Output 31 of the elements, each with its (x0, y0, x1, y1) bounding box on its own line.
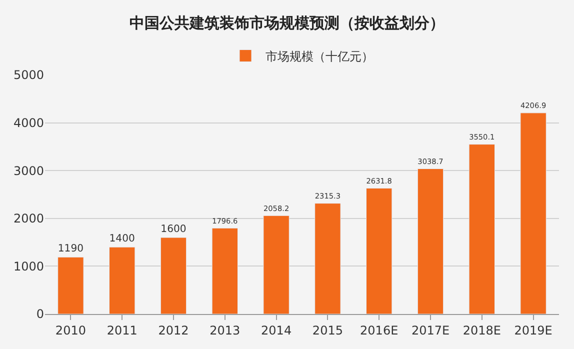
y-tick-label: 5000 (13, 68, 44, 82)
bar (160, 237, 187, 314)
data-label: 1400 (109, 234, 135, 245)
data-label: 1190 (58, 244, 84, 255)
y-tick-label: 1000 (13, 259, 44, 274)
bar (468, 144, 495, 314)
bar (366, 188, 392, 314)
y-tick-label: 2000 (13, 212, 44, 226)
bar (58, 256, 84, 314)
chart-title: 中国公共建筑装饰市场规模预测（按收益划分） (130, 14, 444, 32)
bar (212, 228, 238, 314)
x-tick-label: 2019E (514, 323, 552, 338)
y-tick-label: 0 (36, 307, 44, 322)
x-tick-label: 2017E (411, 323, 450, 338)
bar (520, 112, 546, 314)
bar (314, 203, 341, 314)
data-label: 1600 (160, 224, 186, 235)
bar (109, 246, 136, 314)
bar (417, 168, 444, 314)
x-tick-label: 2018E (462, 323, 501, 338)
bar (263, 215, 290, 314)
y-tick-label: 4000 (13, 116, 44, 130)
x-tick-label: 2013 (210, 323, 240, 338)
legend-label: 市场规模（十亿元） (266, 49, 374, 64)
x-tick-label: 2015 (312, 323, 343, 338)
x-tick-label: 2010 (55, 323, 86, 338)
x-tick-label: 2011 (106, 323, 138, 338)
x-tick-label: 2012 (158, 323, 189, 338)
x-tick-label: 2016E (360, 323, 398, 338)
y-tick-label: 3000 (13, 164, 44, 178)
x-tick-label: 2014 (261, 323, 292, 338)
